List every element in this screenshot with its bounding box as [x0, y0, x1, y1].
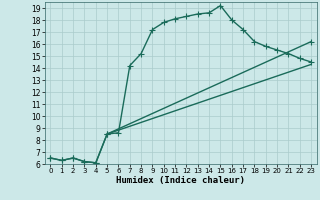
- X-axis label: Humidex (Indice chaleur): Humidex (Indice chaleur): [116, 176, 245, 185]
